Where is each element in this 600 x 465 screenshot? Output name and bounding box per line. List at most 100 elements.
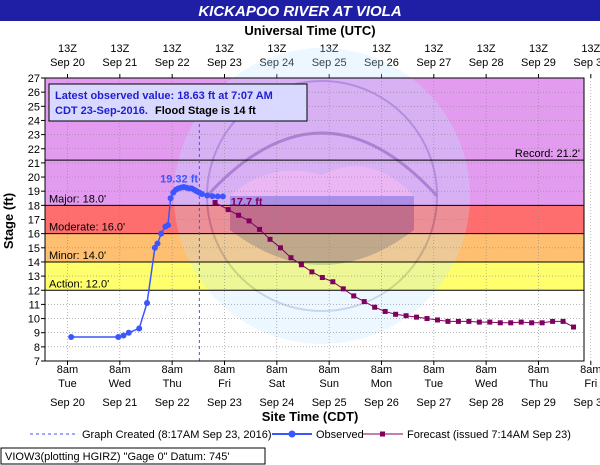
forecast-point	[403, 313, 409, 319]
forecast-point	[257, 226, 263, 232]
bottom-tick-date: Sep 24	[259, 397, 294, 409]
bottom-tick-time: 8am	[266, 364, 287, 376]
forecast-point	[529, 320, 535, 326]
bottom-tick-time: 8am	[318, 364, 339, 376]
y-tick-label: 27	[28, 73, 40, 85]
bottom-tick-date: Sep 20	[50, 397, 85, 409]
y-tick-label: 11	[29, 299, 40, 311]
bottom-tick-day: Wed	[109, 378, 131, 390]
forecast-point	[445, 318, 451, 324]
top-tick-time: 13Z	[110, 43, 129, 55]
observed-point	[167, 195, 174, 202]
bottom-tick-time: 8am	[371, 364, 392, 376]
forecast-point	[330, 279, 336, 285]
bottom-tick-day: Sun	[319, 378, 339, 390]
observed-point	[120, 332, 127, 339]
top-tick-time: 13Z	[477, 43, 496, 55]
observed-series	[68, 183, 226, 340]
bottom-tick-day: Mon	[371, 378, 392, 390]
observed-point	[68, 333, 75, 340]
bottom-tick-date: Sep 25	[312, 397, 347, 409]
legend-observed: Observed	[316, 429, 364, 441]
band-normal	[45, 290, 584, 361]
forecast-point	[225, 207, 231, 213]
bottom-tick-day: Wed	[475, 378, 497, 390]
band-moderate	[45, 205, 584, 234]
peak-annotations: 19.32 ft 17.7 ft	[160, 174, 263, 209]
bottom-tick-date: Sep 26	[364, 397, 399, 409]
forecast-point	[340, 286, 346, 292]
top-tick-time: 13Z	[215, 43, 234, 55]
footer-box	[0, 447, 266, 465]
forecast-point	[518, 319, 524, 325]
y-tick-label: 14	[28, 257, 40, 269]
info-line-2-flood-stage: Flood Stage is 14 ft	[155, 105, 256, 117]
top-tick-time: 13Z	[372, 43, 391, 55]
band-minor	[45, 233, 584, 262]
y-tick-label: 15	[28, 243, 40, 255]
top-tick-date: Sep 28	[469, 57, 504, 69]
y-tick-label: 16	[28, 229, 40, 241]
bottom-tick-time: 8am	[214, 364, 235, 376]
forecast-point	[455, 318, 461, 324]
top-tick-date: Sep 22	[155, 57, 190, 69]
svg-text:CDT 23-Sep-2016. Flood S: CDT 23-Sep-2016. Flood Stage is 14 ft	[55, 105, 256, 117]
forecast-point	[560, 318, 566, 324]
forecast-point	[267, 236, 273, 242]
y-tick-label: 9	[34, 328, 40, 340]
top-tick-date: Sep 25	[312, 57, 347, 69]
forecast-point	[434, 317, 440, 323]
band-label-moderate: Moderate: 16.0'	[49, 222, 125, 234]
forecast-point	[288, 255, 294, 261]
forecast-point	[571, 324, 577, 330]
forecast-point	[277, 245, 283, 251]
top-tick-time: 13Z	[163, 43, 182, 55]
band-label-action: Action: 12.0'	[49, 278, 109, 290]
top-axis-ticks: 13Z Sep 20 13Z Sep 21 13Z Sep 22 13Z Sep 23 13Z S…	[50, 43, 600, 78]
bottom-tick-date: Sep 30	[573, 397, 600, 409]
observed-point	[164, 222, 171, 229]
forecast-point	[497, 320, 503, 326]
bottom-tick-date: Sep 21	[102, 397, 137, 409]
bottom-tick-time: 8am	[109, 364, 130, 376]
top-tick-date: Sep 21	[102, 57, 137, 69]
y-tick-label: 10	[28, 314, 40, 326]
observed-point	[136, 325, 143, 332]
forecast-point	[414, 314, 420, 320]
forecast-point	[351, 293, 357, 299]
bottom-tick-time: 8am	[423, 364, 444, 376]
info-line-2-date: CDT 23-Sep-2016.	[55, 105, 148, 117]
record-label: Record: 21.2'	[515, 148, 580, 160]
bottom-tick-time: 8am	[475, 364, 496, 376]
forecast-point	[487, 319, 493, 325]
top-tick-date: Sep 27	[416, 57, 451, 69]
forecast-series	[212, 200, 577, 330]
forecast-point	[212, 200, 218, 206]
observed-point	[125, 329, 132, 336]
observed-point	[198, 191, 205, 198]
title-banner	[0, 0, 600, 21]
y-tick-label: 13	[28, 271, 40, 283]
bottom-tick-time: 8am	[57, 364, 78, 376]
forecast-point	[298, 262, 304, 268]
forecast-point	[309, 269, 315, 275]
observed-point	[144, 299, 151, 306]
grid-lines	[45, 77, 592, 362]
forecast-point	[476, 319, 482, 325]
top-tick-time: 13Z	[529, 43, 548, 55]
bottom-tick-date: Sep 22	[155, 397, 190, 409]
top-tick-date: Sep 26	[364, 57, 399, 69]
y-tick-label: 25	[28, 101, 40, 113]
top-tick-time: 13Z	[58, 43, 77, 55]
annotation-label: 19.32 ft	[160, 174, 198, 186]
forecast-point	[393, 311, 399, 317]
info-line-1: Latest observed value: 18.63 ft at 7:07 …	[55, 90, 273, 102]
forecast-point	[382, 308, 388, 314]
bottom-tick-date: Sep 23	[207, 397, 242, 409]
forecast-point	[424, 316, 430, 322]
top-tick-date: Sep 20	[50, 57, 85, 69]
y-tick-label: 21	[28, 158, 40, 170]
top-tick-time: 13Z	[424, 43, 443, 55]
annotation-label: 17.7 ft	[231, 196, 263, 208]
